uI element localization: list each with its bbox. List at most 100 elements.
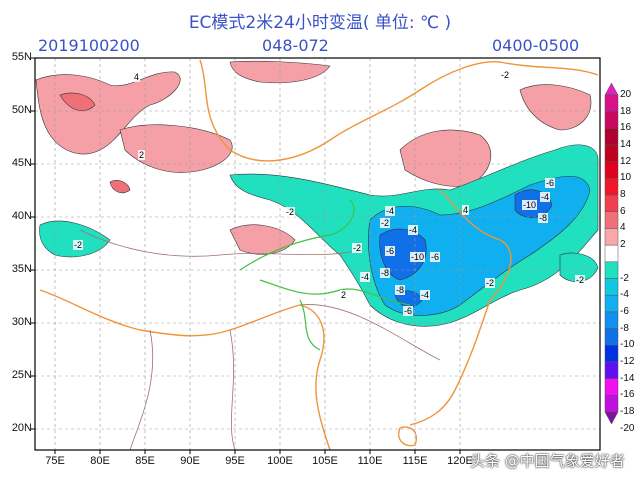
colorbar-swatch [604, 82, 619, 96]
colorbar-label: -6 [620, 305, 629, 317]
map-title: EC模式2米24小时变温( 单位: ℃ ) [188, 13, 452, 33]
colorbar-swatch [604, 294, 619, 313]
colorbar-swatch [604, 395, 619, 413]
colorbar-swatch [604, 144, 619, 162]
contour-label: -8 [538, 213, 549, 223]
colorbar-label: -4 [620, 289, 629, 301]
warming-area [59, 92, 96, 112]
colorbar-swatch [604, 94, 619, 112]
province-border [398, 426, 417, 447]
province-border [39, 289, 331, 451]
colorbar-label: -10 [620, 339, 635, 351]
cooling-area [39, 220, 111, 258]
lon-tick-label: 110E [357, 455, 383, 467]
colorbar-swatch [604, 361, 619, 379]
init-time: 2019100200 [38, 36, 140, 55]
map-frame [34, 57, 601, 451]
contour-label: -2 [285, 207, 296, 217]
colorbar-swatch [604, 311, 619, 329]
contour-label: -2 [485, 278, 496, 288]
lat-tick-label: 55N [11, 51, 32, 63]
contour-label: -2 [73, 240, 84, 250]
colorbar-swatch [604, 111, 619, 129]
contour-label: 2 [340, 290, 348, 300]
lon-tick-label: 75E [45, 455, 65, 467]
colorbar-swatch [604, 178, 619, 196]
colorbar-swatch [604, 244, 619, 263]
colorbar-label: -2 [620, 272, 629, 284]
contour-label: -6 [545, 178, 556, 188]
colorbar-swatch [604, 328, 619, 346]
colorbar-label: -14 [620, 372, 635, 384]
warming-area [399, 129, 492, 187]
contour-label: -8 [395, 285, 406, 295]
contour-label: -4 [420, 290, 431, 300]
colorbar-label: -12 [620, 355, 635, 367]
colorbar-label: -16 [620, 389, 635, 401]
colorbar-label: -18 [620, 406, 635, 417]
colorbar-label: 8 [620, 189, 626, 201]
warming-area [519, 84, 592, 131]
contour-label: -10 [410, 252, 426, 262]
contour-label: -8 [380, 268, 391, 278]
lat-tick-label: 50N [11, 104, 32, 116]
lon-tick-label: 105E [312, 455, 338, 467]
colorbar-label: -8 [620, 322, 629, 334]
colorbar-label: 4 [620, 222, 626, 234]
colorbar-swatch [604, 278, 619, 296]
lon-tick-label: 115E [402, 455, 428, 467]
lat-tick-label: 25N [11, 369, 32, 381]
colorbar-label: 2 [620, 239, 626, 251]
colorbar-label: 10 [620, 172, 632, 184]
colorbar-label: 14 [620, 139, 632, 151]
lat-tick-label: 35N [11, 263, 32, 275]
colorbar-swatch [604, 345, 619, 363]
lat-tick-label: 20N [11, 422, 32, 434]
contour-label: -4 [540, 192, 551, 202]
province-border [199, 59, 599, 162]
contour-label: 4 [462, 205, 470, 215]
contour-label: -6 [430, 252, 441, 262]
colorbar-swatch [604, 128, 619, 146]
lon-tick-label: 85E [135, 455, 155, 467]
contour-label: -6 [403, 306, 414, 316]
warming-area [229, 224, 296, 255]
colorbar-swatch [604, 161, 619, 179]
lat-tick-label: 40N [11, 210, 32, 222]
warming-area [109, 180, 131, 194]
lat-tick-label: 45N [11, 157, 32, 169]
colorbar-label: -20 [620, 422, 635, 434]
warming-area [35, 71, 181, 155]
river [239, 199, 411, 351]
contour-label: -2 [352, 243, 363, 253]
colorbar-label: 12 [620, 155, 632, 167]
contour-label: -2 [500, 70, 511, 80]
contour-label: -6 [385, 246, 396, 256]
contour-label: -2 [575, 275, 586, 285]
colorbar-swatch [604, 261, 619, 279]
colorbar-swatch [604, 378, 619, 396]
colorbar [604, 82, 619, 425]
contour-label: -2 [380, 218, 391, 228]
province-border [409, 189, 512, 426]
contour-label: -4 [385, 206, 396, 216]
lon-tick-label: 120E [447, 455, 473, 467]
watermark: 头条 @中国气象爱好者 [470, 452, 625, 470]
valid-period: 0400-0500 [492, 36, 580, 55]
forecast-hours: 048-072 [262, 36, 329, 55]
colorbar-swatch [604, 211, 619, 229]
lon-tick-label: 90E [180, 455, 200, 467]
colorbar-label: 20 [620, 89, 632, 100]
lon-tick-label: 100E [267, 455, 293, 467]
contour-label: 4 [133, 72, 141, 82]
warming-area [119, 124, 233, 173]
contour-label: -4 [408, 225, 419, 235]
lat-tick-label: 30N [11, 316, 32, 328]
colorbar-label: 18 [620, 105, 632, 117]
colorbar-label: 6 [620, 205, 626, 217]
cooling-area [379, 228, 427, 281]
colorbar-swatch [604, 194, 619, 213]
lon-tick-label: 80E [90, 455, 110, 467]
lon-tick-label: 95E [225, 455, 245, 467]
